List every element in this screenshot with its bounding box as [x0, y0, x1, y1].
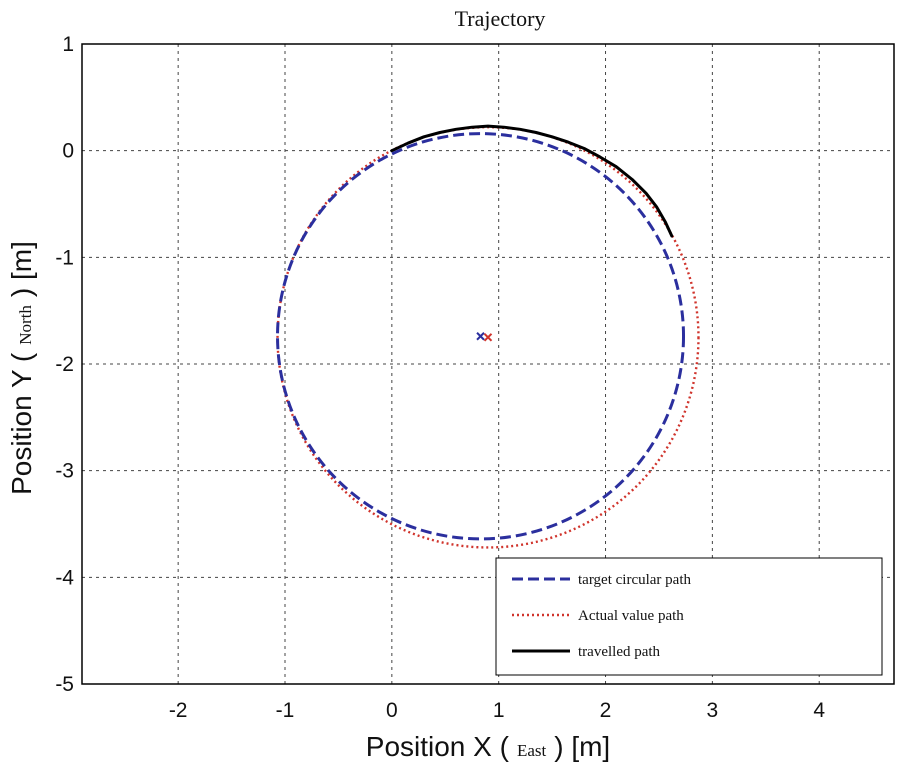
- y-axis-label-end: ) [m]: [6, 241, 37, 297]
- series-layer: [276, 124, 700, 549]
- legend-label-target: target circular path: [578, 572, 691, 588]
- x-tick-label: 1: [493, 699, 505, 722]
- center-markers: [476, 332, 493, 342]
- plot-frame: [81, 43, 895, 685]
- series-target-circular-path: [276, 132, 686, 541]
- x-tick-label: 4: [813, 699, 825, 722]
- legend-label-travelled: travelled path: [578, 644, 661, 660]
- y-tick-label: 0: [62, 140, 74, 163]
- y-tick-label: -5: [55, 673, 74, 696]
- x-tick-label: -1: [276, 699, 295, 722]
- x-axis-label-unit: East: [517, 741, 547, 760]
- y-tick-label: -3: [55, 460, 74, 483]
- legend-label-actual: Actual value path: [578, 608, 684, 624]
- x-axis-label-start: Position X (: [366, 731, 510, 762]
- center-marker-stroke: [483, 333, 493, 342]
- y-axis-label-unit: North: [16, 305, 35, 345]
- y-tick-label: -1: [55, 246, 74, 269]
- y-axis-label-start: Position Y (: [6, 352, 37, 495]
- x-tick-label: 2: [600, 699, 612, 722]
- x-tick-label: 0: [386, 699, 398, 722]
- x-axis-label-end: ) [m]: [554, 731, 610, 762]
- x-axis-label: Position X ( East ) [m]: [366, 731, 610, 762]
- y-tick-label: -4: [55, 566, 74, 589]
- center-marker-stroke: [476, 332, 485, 341]
- series-travelled-path: [390, 124, 674, 238]
- y-tick-label: 1: [62, 33, 74, 56]
- x-tick-label: 3: [707, 699, 719, 722]
- center-marker: [476, 332, 485, 341]
- y-tick-labels: 1 0 -1 -2 -3 -4 -5: [55, 33, 74, 696]
- x-tick-label: -2: [169, 699, 188, 722]
- chart-title: Trajectory: [455, 6, 546, 31]
- x-tick-labels: -2 -1 0 1 2 3 4: [169, 699, 826, 722]
- y-tick-label: -2: [55, 353, 74, 376]
- center-marker: [483, 333, 493, 342]
- legend-box: [495, 557, 883, 676]
- y-axis-label: Position Y ( North ) [m]: [6, 241, 37, 495]
- legend: target circular path Actual value path t…: [495, 557, 883, 676]
